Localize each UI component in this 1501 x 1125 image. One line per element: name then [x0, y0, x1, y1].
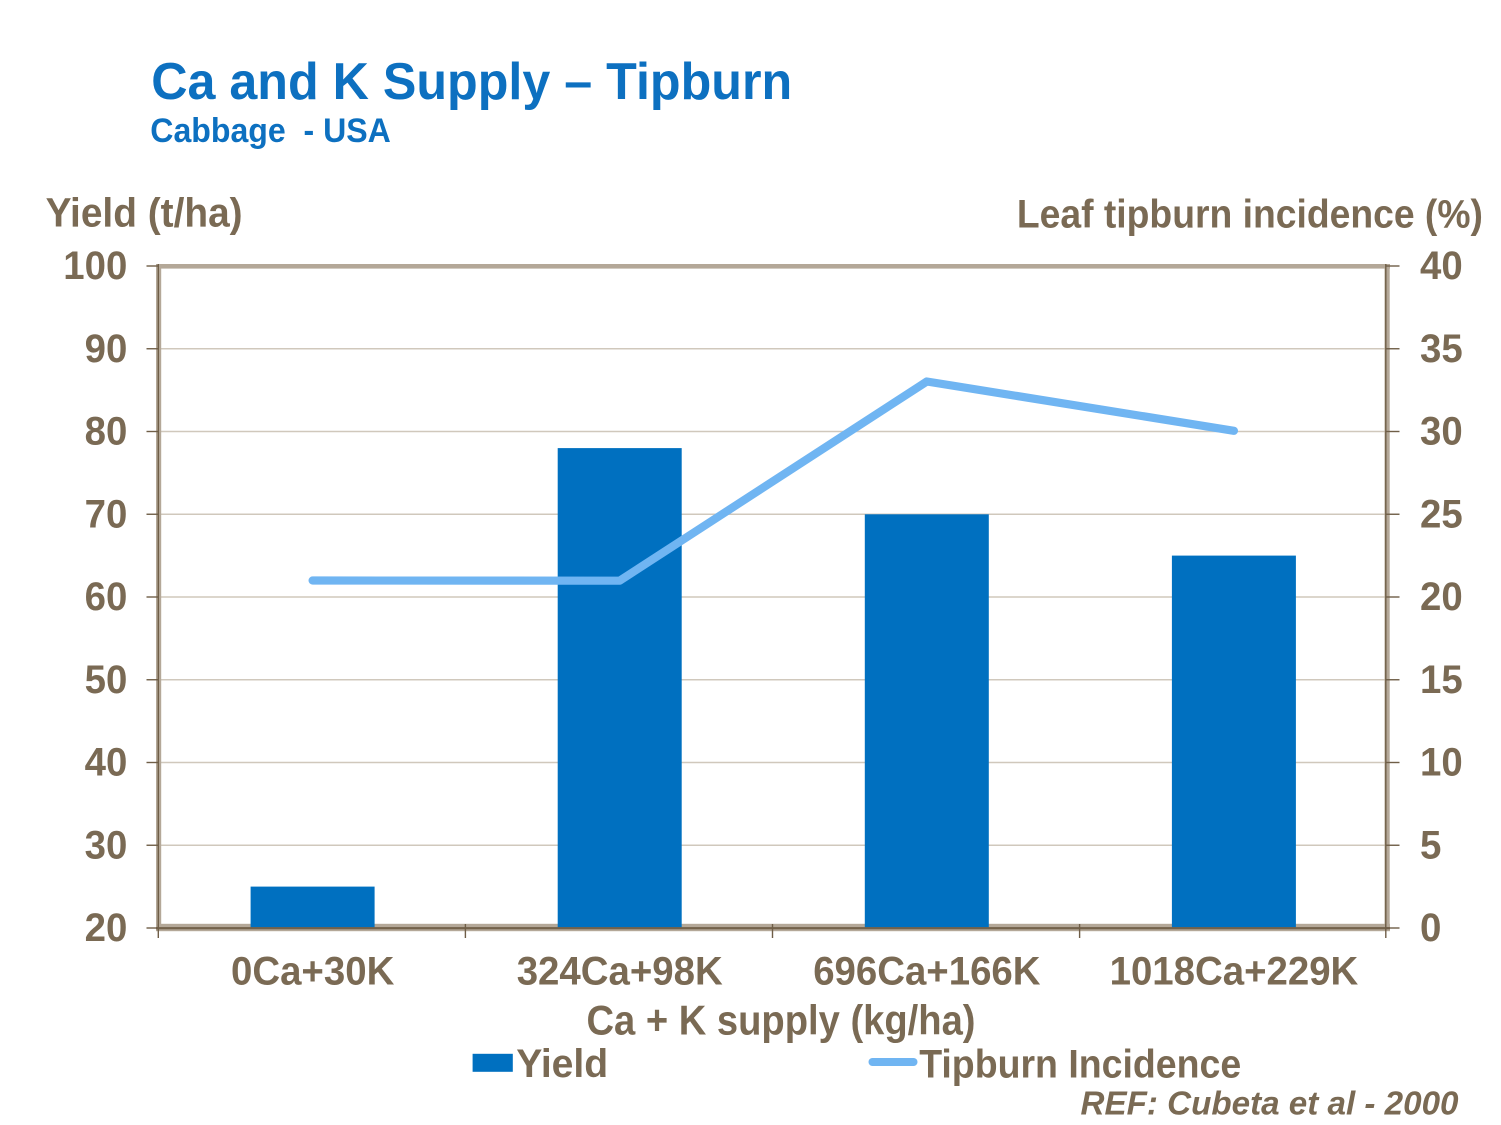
svg-text:35: 35 [1420, 327, 1463, 371]
svg-text:10: 10 [1420, 741, 1463, 785]
svg-text:696Ca+166K: 696Ca+166K [813, 950, 1040, 994]
svg-text:REF: Cubeta et al - 2000: REF: Cubeta et al - 2000 [1081, 1086, 1459, 1123]
svg-text:20: 20 [85, 906, 128, 950]
svg-text:30: 30 [85, 823, 128, 867]
svg-text:30: 30 [1420, 410, 1463, 454]
svg-text:40: 40 [85, 741, 128, 785]
svg-text:Tipburn Incidence: Tipburn Incidence [919, 1042, 1241, 1086]
svg-text:1018Ca+229K: 1018Ca+229K [1110, 950, 1359, 994]
svg-text:25: 25 [1420, 492, 1463, 536]
svg-text:0Ca+30K: 0Ca+30K [231, 950, 394, 994]
svg-text:100: 100 [63, 244, 127, 288]
svg-text:324Ca+98K: 324Ca+98K [517, 950, 723, 994]
svg-text:50: 50 [85, 658, 128, 702]
svg-text:Yield: Yield [516, 1042, 608, 1086]
svg-text:80: 80 [85, 410, 128, 454]
svg-text:Cabbage - USA: Cabbage - USA [150, 112, 390, 150]
svg-text:5: 5 [1420, 823, 1441, 867]
svg-text:20: 20 [1420, 575, 1463, 619]
svg-text:40: 40 [1420, 244, 1463, 288]
svg-text:70: 70 [85, 492, 128, 536]
svg-text:Leaf tipburn incidence (%): Leaf tipburn incidence (%) [1017, 192, 1483, 236]
svg-text:Ca and K Supply – Tipburn: Ca and K Supply – Tipburn [151, 53, 792, 111]
svg-text:60: 60 [85, 575, 128, 619]
svg-text:15: 15 [1420, 658, 1463, 702]
svg-text:90: 90 [85, 327, 128, 371]
svg-text:Ca + K supply (kg/ha): Ca + K supply (kg/ha) [587, 997, 976, 1044]
svg-text:Yield (t/ha): Yield (t/ha) [46, 190, 243, 236]
svg-text:0: 0 [1420, 906, 1441, 950]
